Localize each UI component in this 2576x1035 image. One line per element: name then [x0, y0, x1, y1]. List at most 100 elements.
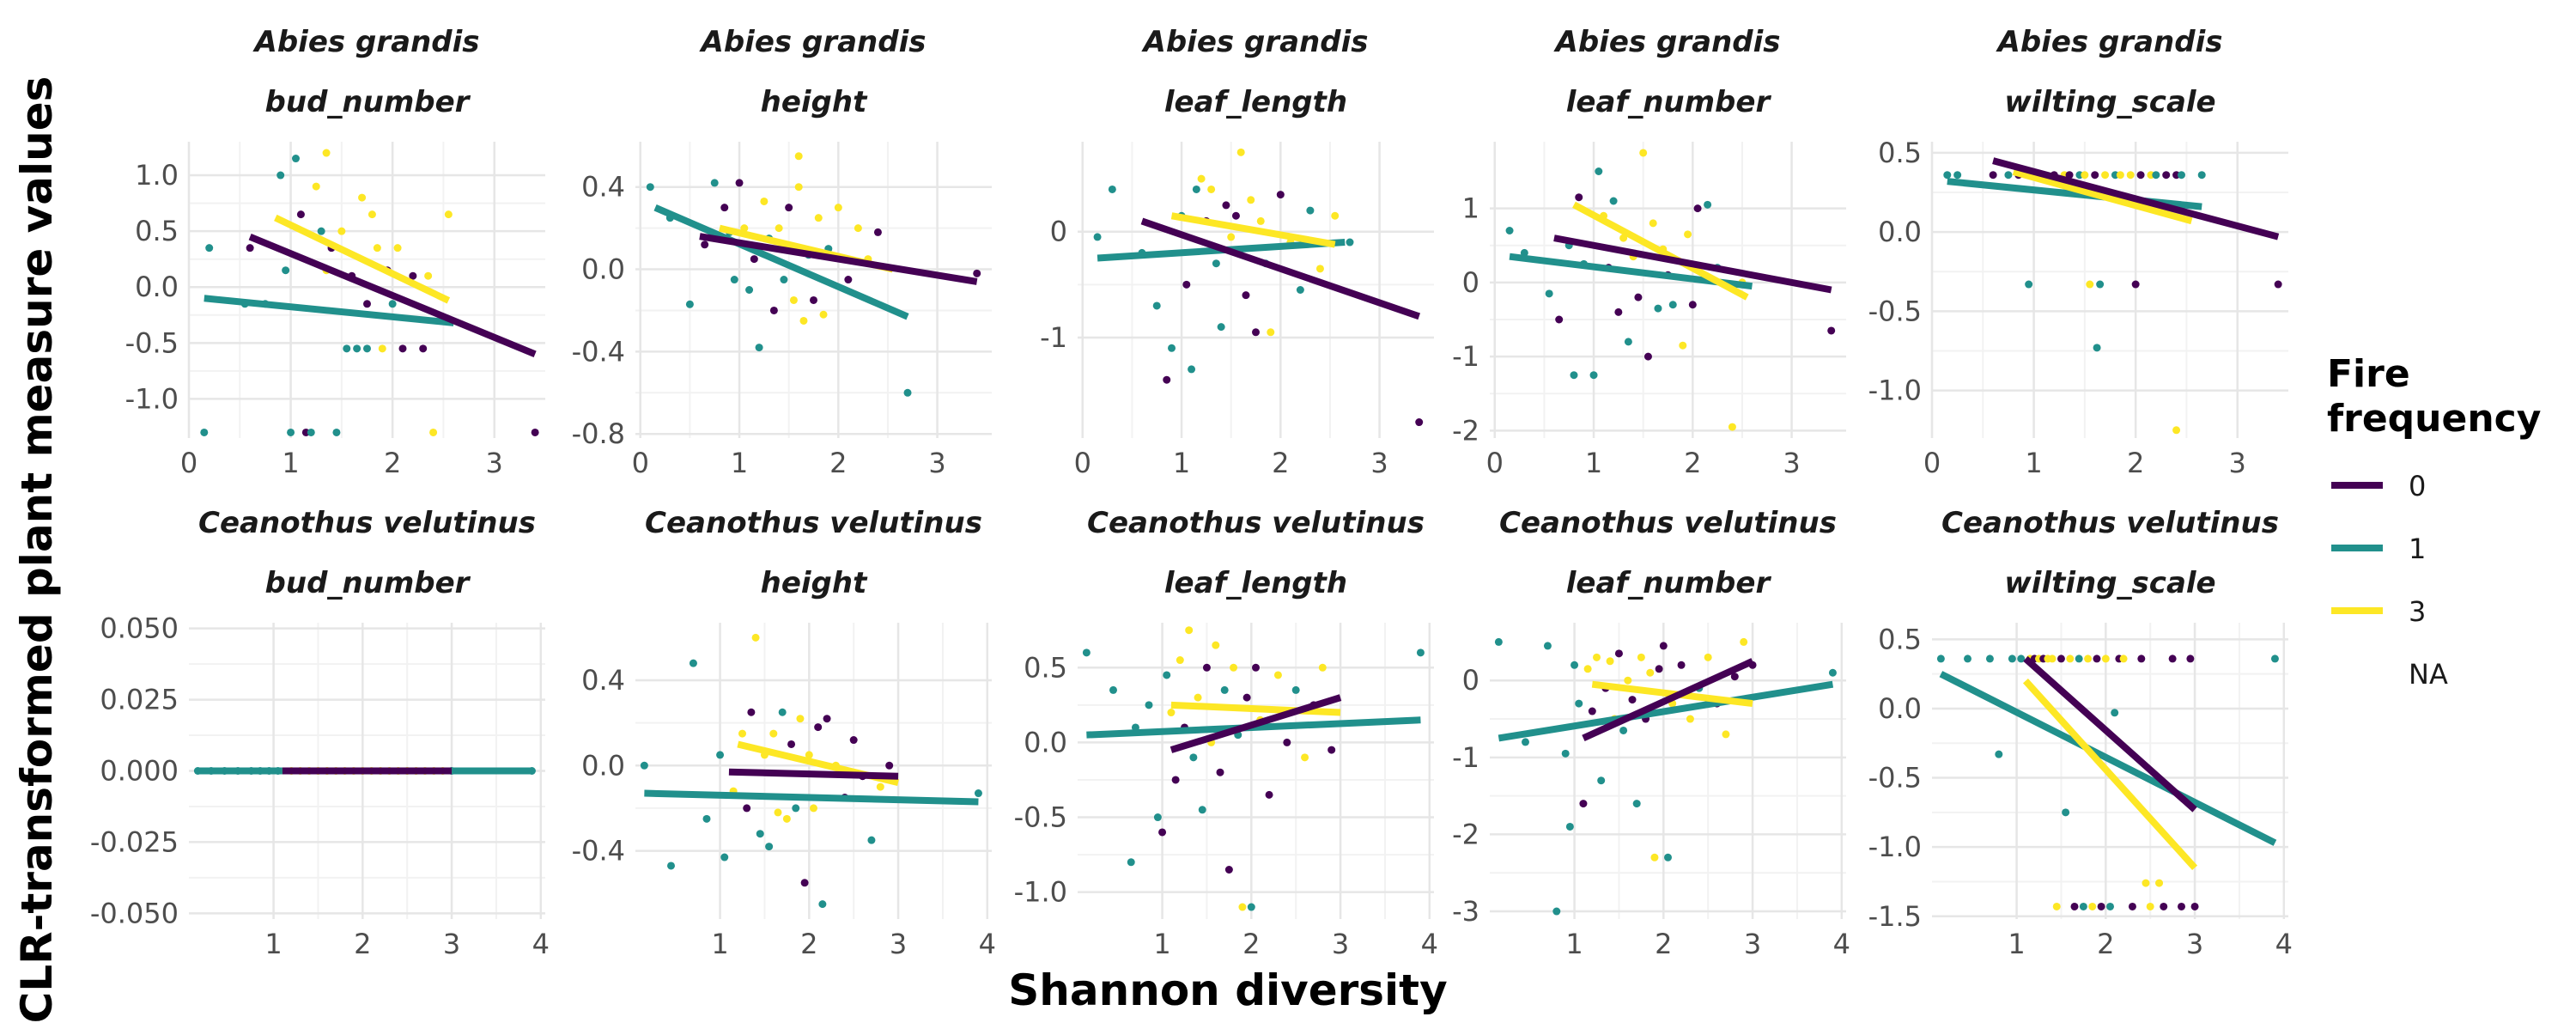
data-point: [2017, 654, 2026, 663]
y-tick-label: 0.5: [1878, 623, 1922, 655]
data-point: [1943, 171, 1952, 180]
fit-line: [274, 214, 451, 304]
data-point: [1828, 668, 1837, 677]
data-point: [363, 300, 371, 308]
data-point: [823, 715, 831, 723]
panel-grid: [189, 623, 545, 919]
y-tick-label: -0.4: [572, 835, 625, 868]
data-point: [2093, 654, 2101, 663]
y-tick-label: -1: [1452, 741, 1479, 774]
data-point: [2093, 344, 2101, 352]
data-point: [2062, 808, 2070, 817]
data-point: [2004, 171, 2013, 180]
data-point: [1595, 167, 1603, 175]
data-point: [1416, 648, 1425, 657]
facet-panel: Abies grandis bud_number 0 1 2 3 -1.0 -0.5 0.0 0.…: [125, 25, 545, 479]
y-tick-label: 0: [1462, 664, 1479, 697]
facet-species-label: Ceanothus velutinus: [1499, 506, 1837, 540]
data-point: [873, 228, 882, 236]
x-tick-label: 1: [282, 447, 299, 479]
data-point: [1108, 185, 1116, 193]
data-point: [1637, 653, 1645, 661]
data-point: [1189, 753, 1198, 762]
data-point: [2111, 709, 2119, 717]
data-point: [378, 344, 386, 353]
x-tick-label: 3: [1783, 447, 1800, 479]
data-point: [296, 210, 305, 219]
x-tick-label: 0: [1923, 447, 1941, 479]
data-point: [2274, 280, 2282, 289]
data-point: [867, 836, 876, 844]
data-point: [1570, 371, 1578, 380]
x-tick-label: 3: [486, 447, 503, 479]
fit-line: [2012, 168, 2193, 225]
x-tick-label: 2: [800, 928, 817, 960]
fit-line: [1170, 212, 1336, 248]
data-point: [710, 179, 719, 187]
data-point: [292, 155, 300, 163]
facet-panel: Abies grandis leaf_number 0 1 2 3 -2 -1 0 1: [1452, 25, 1846, 479]
data-point: [200, 428, 209, 436]
data-point: [2086, 280, 2094, 289]
y-tick-label: -1.0: [1014, 876, 1067, 909]
data-point: [1668, 301, 1677, 309]
x-tick-label: 2: [1684, 447, 1701, 479]
facet-measure-label: leaf_number: [1566, 566, 1772, 600]
data-point: [1238, 903, 1247, 911]
y-tick-label: 1: [1462, 192, 1479, 225]
data-point: [2088, 902, 2097, 910]
data-point: [1163, 375, 1171, 384]
data-point: [1145, 701, 1153, 709]
data-point: [1127, 858, 1135, 867]
data-point: [444, 210, 453, 219]
data-point: [1082, 648, 1091, 657]
data-point: [2270, 654, 2279, 663]
data-point: [1222, 201, 1230, 210]
data-point: [1545, 289, 1553, 298]
data-point: [1247, 903, 1255, 911]
fit-line: [1992, 157, 2280, 240]
data-point: [1231, 211, 1240, 220]
data-point: [282, 266, 290, 275]
data-point: [1624, 676, 1632, 685]
data-point: [1684, 230, 1692, 239]
data-point: [1247, 196, 1255, 204]
data-point: [2178, 902, 2185, 910]
data-point: [1291, 685, 1300, 694]
facet-measure-label: leaf_number: [1566, 85, 1772, 119]
data-point: [1224, 866, 1233, 874]
x-tick-label: 4: [1421, 928, 1438, 960]
data-point: [317, 227, 325, 235]
data-point: [1686, 715, 1694, 723]
facet-panel: Abies grandis wilting_scale 0 1 2 3 -1.0 -0.5 0.…: [1868, 25, 2288, 479]
facet-panel: Abies grandis height 0 1 2 3 -0.8 -0.4 0.0 0.4: [572, 25, 992, 479]
y-tick-label: -2: [1452, 818, 1479, 850]
data-point: [974, 789, 982, 798]
x-tick-label: 3: [1370, 447, 1388, 479]
x-tick-label: 2: [829, 447, 847, 479]
data-point: [1619, 234, 1628, 242]
data-point: [2084, 654, 2093, 663]
data-point: [1171, 776, 1180, 784]
data-point: [646, 183, 654, 192]
data-point: [2168, 654, 2177, 663]
fit-line: [2022, 679, 2198, 871]
data-point: [2081, 171, 2089, 180]
data-point: [799, 316, 808, 325]
facet-species-label: Abies grandis: [1553, 25, 1781, 59]
data-point: [2178, 171, 2185, 180]
data-point: [747, 708, 756, 716]
data-point: [1571, 661, 1579, 669]
data-point: [2162, 171, 2171, 180]
x-tick-label: 1: [2025, 447, 2042, 479]
fit-line: [699, 233, 978, 285]
data-point: [849, 736, 858, 745]
data-point: [2079, 902, 2087, 910]
data-point: [1688, 301, 1697, 309]
facet-species-label: Abies grandis: [699, 25, 927, 59]
data-point: [1168, 344, 1176, 352]
data-point: [1693, 204, 1702, 213]
x-tick-label: 1: [711, 928, 728, 960]
y-tick-label: 0.0: [1024, 726, 1067, 758]
data-point: [1152, 301, 1161, 310]
